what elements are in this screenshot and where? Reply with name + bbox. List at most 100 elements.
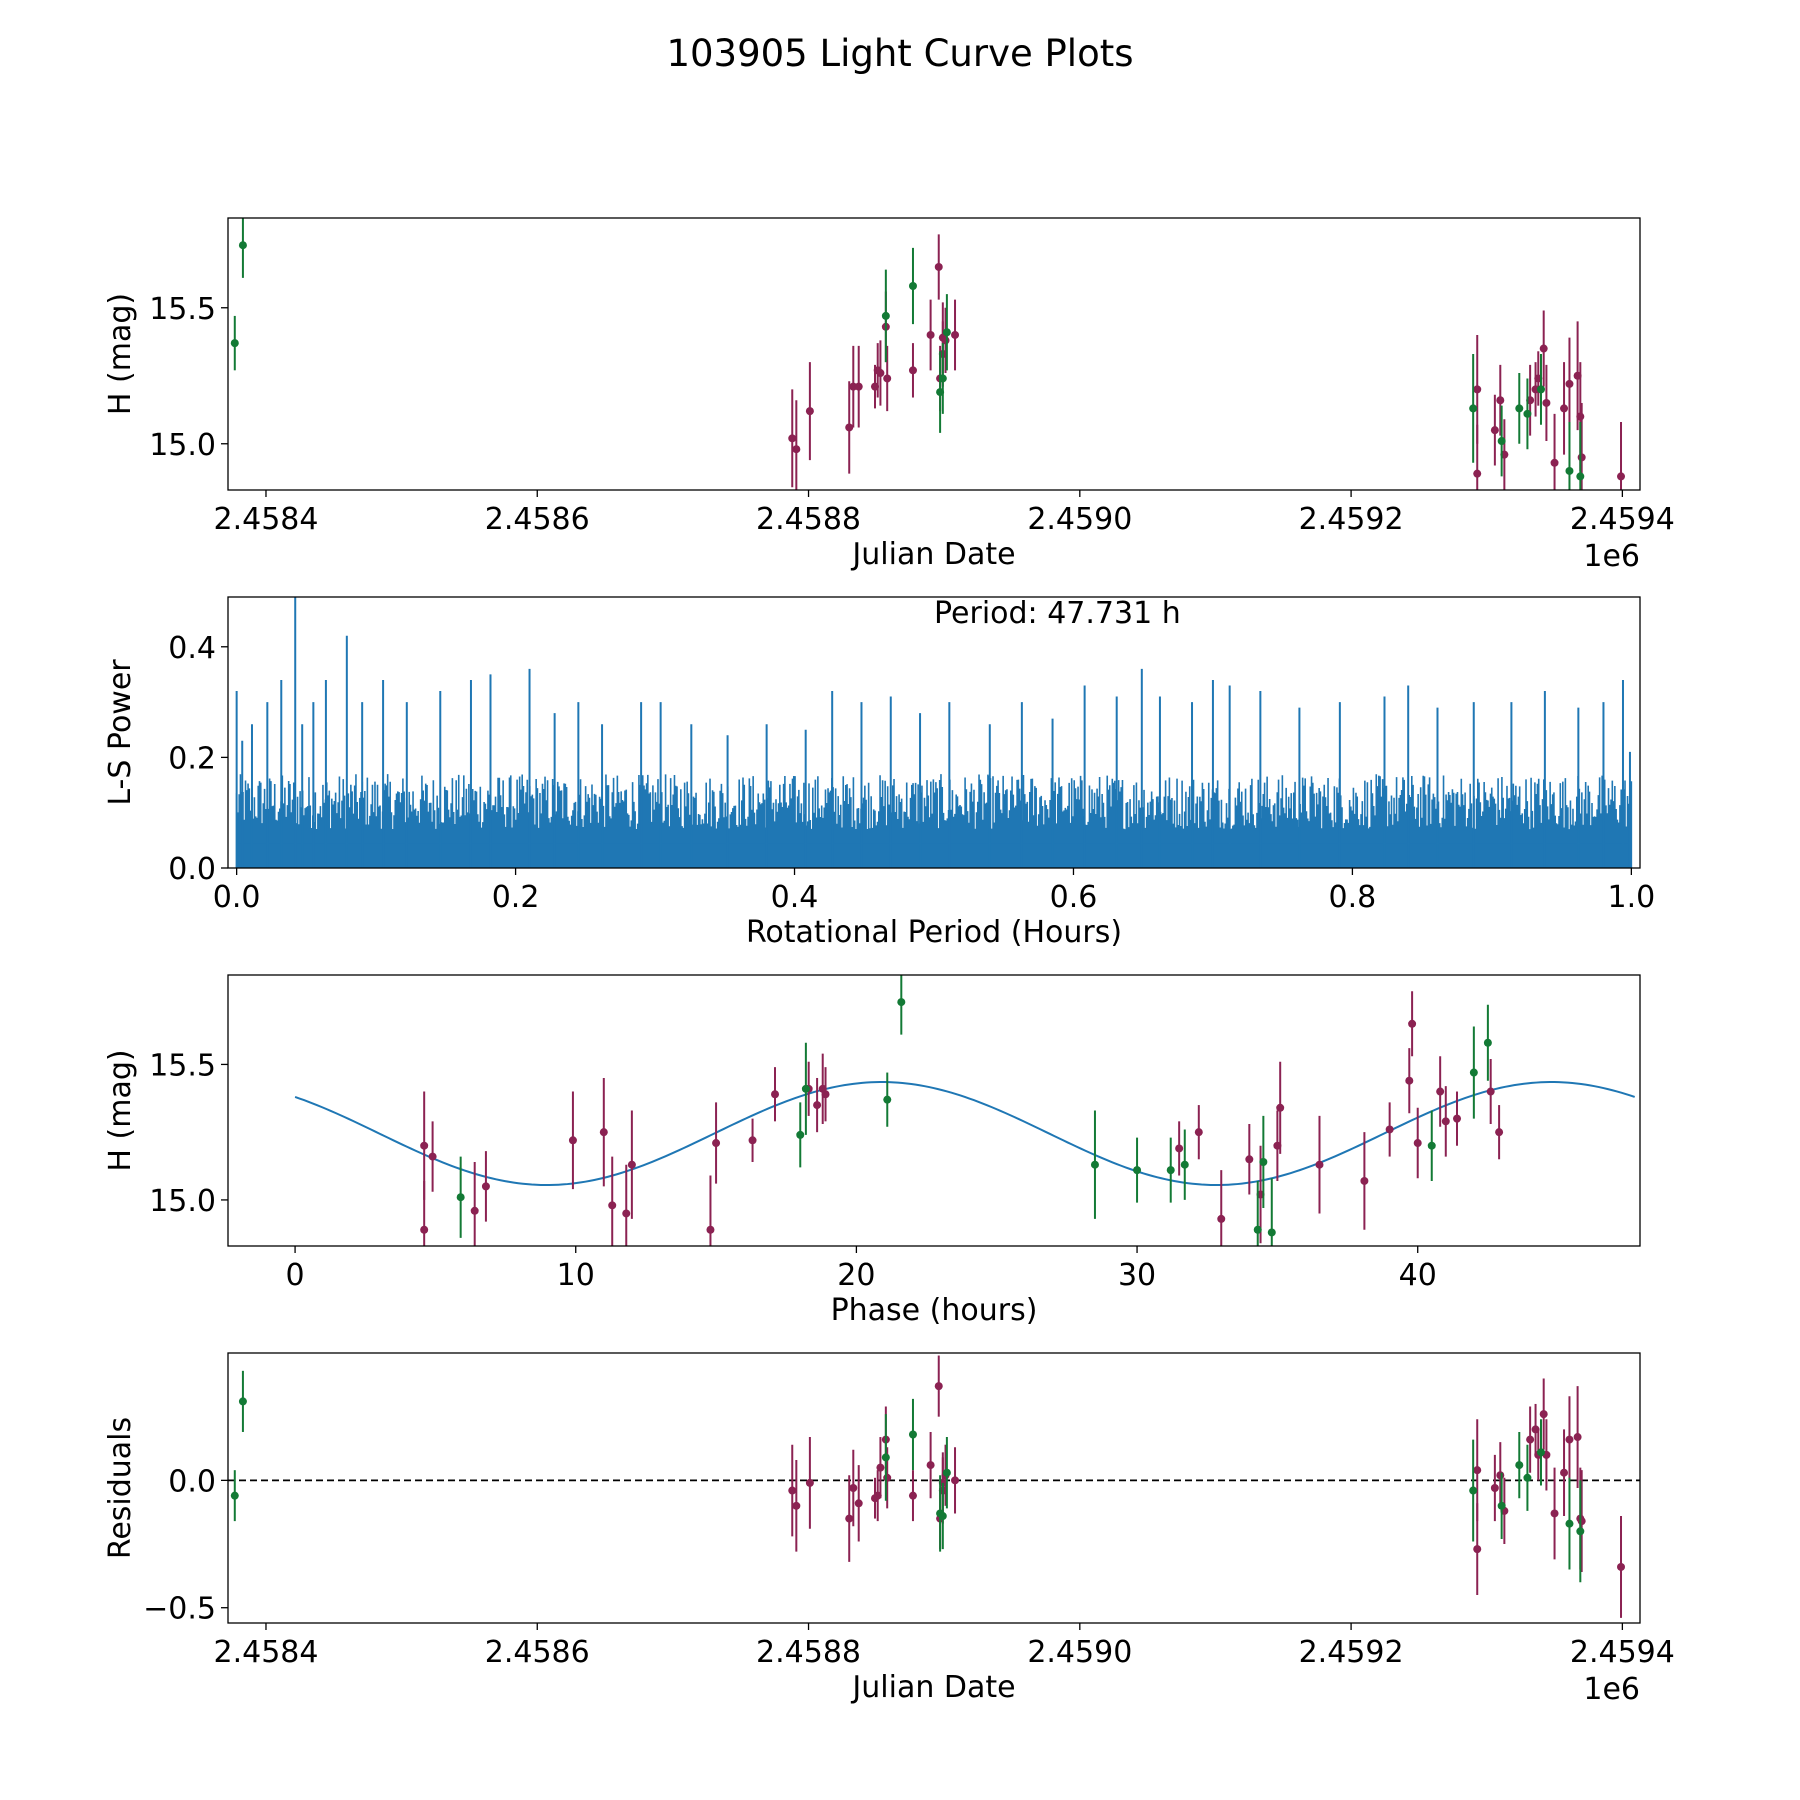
x-tick-label: 2.4594 [1570,1635,1675,1670]
x-axis-label: Julian Date [850,1670,1015,1705]
model-fit-curve [294,1081,1636,1187]
x-tick-label: 1.0 [1607,880,1655,915]
data-point [1180,1160,1189,1169]
x-tick-label: 2.4590 [1027,1635,1132,1670]
axes-frame [227,217,1641,491]
data-point [908,282,917,290]
x-tick-label: 0.8 [1329,880,1377,915]
data-point [1267,1228,1276,1237]
data-point [1526,1435,1535,1444]
y-tick-label: 15.0 [149,428,216,463]
data-point [608,1201,617,1210]
data-point [1576,412,1585,421]
data-point [1175,1144,1184,1153]
green-observations [456,975,1492,1246]
phased-lightcurve-panel: 0 10 20 30 40 15.0 15.5 Phase (hours) H (mag) [103,974,1641,1328]
data-point [1408,1019,1417,1028]
data-point [470,1206,479,1215]
data-point [1539,1410,1548,1419]
data-point [1473,469,1482,478]
data-point [420,1141,429,1150]
purple-observations [420,991,1504,1246]
data-point [942,1468,951,1477]
plot-area [294,975,1636,1246]
x-tick-label: 0.6 [1050,880,1098,915]
data-point [942,328,951,337]
data-point [934,1382,943,1391]
data-point [1090,1160,1099,1169]
data-point [622,1209,631,1218]
x-tick-label: 2.4588 [756,502,861,537]
data-point [1490,426,1499,435]
data-point [788,434,797,443]
data-point [1617,472,1626,481]
data-point [1473,1466,1482,1475]
x-tick-label: 10 [557,1258,595,1293]
plot-area [228,1355,1640,1618]
data-point [1576,1527,1585,1536]
x-tick-label: 20 [837,1258,875,1293]
data-point [1617,1562,1626,1571]
figure-title: 103905 Light Curve Plots [666,32,1133,75]
data-point [1565,1519,1574,1528]
data-point [1469,404,1478,413]
data-point [1497,437,1506,446]
data-point [883,374,892,383]
data-point [230,339,239,348]
data-point [792,1501,801,1510]
data-point [706,1225,715,1234]
plot-area [235,597,1633,868]
data-point [1565,466,1574,475]
data-point [1495,1128,1504,1137]
plot-area [230,218,1626,490]
data-point [881,311,890,320]
x-offset-label: 1e6 [1583,1672,1640,1707]
x-tick-label: 2.4592 [1299,502,1404,537]
x-tick-label: 2.4584 [213,502,318,537]
x-tick-label: 0.0 [213,880,261,915]
data-point [854,382,863,391]
data-point [428,1152,437,1161]
x-tick-label: 0.4 [771,880,819,915]
data-point [748,1136,757,1145]
green-observations [230,1370,1585,1583]
data-point [1473,1545,1482,1554]
data-point [238,1397,247,1406]
data-point [1536,385,1545,394]
data-point [854,1499,863,1508]
x-axis-label: Phase (hours) [831,1293,1038,1328]
data-point [420,1225,429,1234]
data-point [805,1478,814,1487]
residuals-panel: 2.4584 2.4586 2.4588 2.4590 2.4592 2.4594 −0.5… [103,1352,1675,1707]
axes-frame [227,1352,1641,1624]
x-tick-label: 2.4586 [485,1635,590,1670]
data-point [897,998,906,1007]
data-point [230,1491,239,1500]
data-point [805,407,814,416]
x-tick-label: 0 [286,1258,305,1293]
data-point [1194,1128,1203,1137]
data-point [1539,344,1548,353]
y-axis-label: H (mag) [103,1049,138,1171]
y-tick-label: −0.5 [143,1592,216,1627]
data-point [712,1139,721,1148]
data-point [1560,404,1569,413]
data-point [1496,396,1505,405]
data-point [1523,409,1532,418]
data-point [1360,1176,1369,1185]
data-point [883,1473,892,1482]
data-point [876,1463,885,1472]
data-point [1550,458,1559,467]
data-point [1133,1166,1142,1175]
data-point [1523,1473,1532,1482]
axes-frame [227,974,1641,1247]
y-axis-label: L-S Power [103,659,138,806]
data-point [1490,1484,1499,1492]
data-point [951,1476,960,1485]
data-point [1486,1087,1495,1096]
data-point [1453,1114,1462,1123]
data-point [1536,1448,1545,1457]
data-point [881,1453,890,1462]
y-tick-label: 15.0 [149,1184,216,1219]
